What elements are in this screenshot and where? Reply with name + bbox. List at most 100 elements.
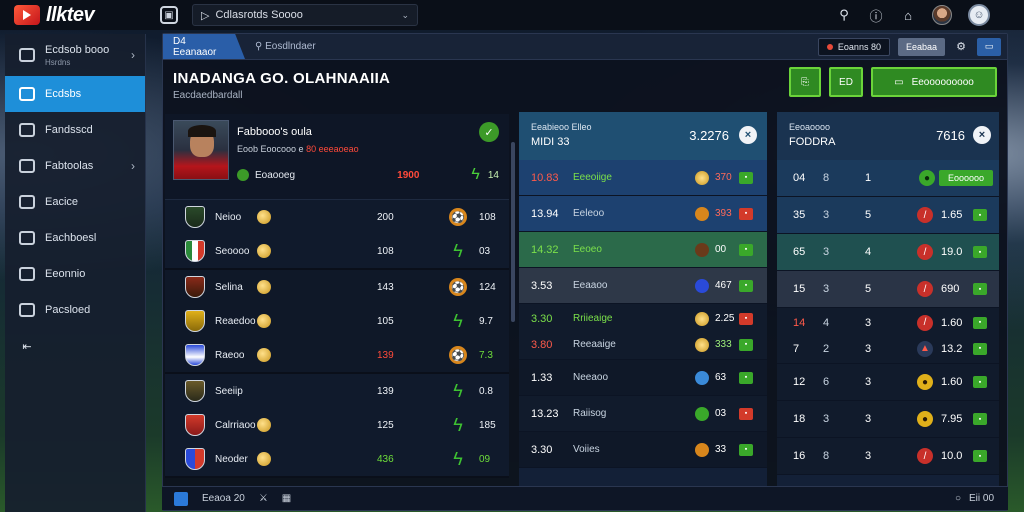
ball-icon bbox=[695, 442, 709, 457]
row-value2: 185 bbox=[479, 419, 496, 431]
sidebar-item-3[interactable]: Fabtoolas › bbox=[5, 148, 145, 184]
odds-label: Eeoeo bbox=[573, 244, 602, 255]
chip-icon: ▪ bbox=[739, 407, 753, 420]
stats-panel: Eeoaoooo FODDRA 7616 × 04 8 1 ● Eoooooo … bbox=[777, 112, 999, 488]
close-icon[interactable]: × bbox=[973, 126, 991, 144]
scrollbar[interactable] bbox=[511, 142, 515, 322]
club-crest-icon bbox=[185, 448, 205, 470]
live-pill[interactable]: Eoanns 80 bbox=[817, 37, 890, 56]
odds-row[interactable]: 3.30 Voiies 33 ▪ bbox=[519, 432, 767, 468]
list-item[interactable]: Seoooo 108 ϟ 03 bbox=[165, 234, 509, 268]
slash-icon: / bbox=[917, 244, 933, 260]
featured-name: Fabbooo's oula bbox=[237, 126, 312, 138]
list-item[interactable]: Neoder 436 ϟ 09 bbox=[165, 442, 509, 476]
list-item[interactable]: Seeiip 139 ϟ 0.8 bbox=[165, 374, 509, 408]
stats-subrow[interactable]: 7 2 3 ▲ 13.2 ▪ bbox=[777, 339, 999, 359]
chip-icon: ▪ bbox=[973, 316, 987, 329]
odds-stat: 370 bbox=[715, 172, 732, 183]
close-icon[interactable]: × bbox=[739, 126, 757, 144]
stats-row[interactable]: 35 3 5 / 1.65 ▪ bbox=[777, 197, 999, 234]
wide-action-button[interactable]: ▭ Eeooooooooo bbox=[871, 67, 997, 97]
stat-c: 3 bbox=[865, 450, 872, 462]
odds-row[interactable]: 3.53 Eeaaoo 467 ▪ bbox=[519, 268, 767, 304]
featured-player[interactable]: Fabbooo's oula Eoob Eoocooo e 80 eeeaoea… bbox=[165, 114, 509, 200]
odds-header-label: Eeabieoo Elleo bbox=[531, 122, 592, 132]
stat-value: 10.0 bbox=[941, 450, 963, 462]
sidebar-item-4[interactable]: Eacice bbox=[5, 184, 145, 220]
stat-b: 4 bbox=[823, 316, 830, 329]
ball-icon bbox=[695, 242, 709, 257]
stats-row[interactable]: 18 3 3 ● 7.95 ▪ bbox=[777, 401, 999, 438]
circle-icon[interactable]: ○ bbox=[954, 493, 961, 504]
breadcrumb-tab-active[interactable]: D4 Eeanaaor bbox=[163, 34, 245, 59]
ed-button[interactable]: ED bbox=[829, 67, 863, 97]
odds-label: Eeaaoo bbox=[573, 280, 608, 291]
odds-row[interactable]: 10.83 Eeeoiige 370 ▪ bbox=[519, 160, 767, 196]
stat-chip: Eoooooo bbox=[939, 170, 993, 186]
chevron-down-icon[interactable]: ⌄ bbox=[401, 9, 409, 20]
profile-icon[interactable]: ☺ bbox=[968, 4, 990, 26]
coin-icon bbox=[695, 311, 709, 326]
stats-subrow[interactable]: 14 4 3 / 1.60 ▪ bbox=[777, 313, 999, 333]
list-item[interactable]: Calrriaoo 125 ϟ 185 bbox=[165, 408, 509, 442]
settings-icon[interactable]: ⚙ bbox=[956, 41, 966, 53]
sidebar-item-label: Ecdsob booo bbox=[45, 43, 110, 56]
list-item[interactable]: Raeoo 139 ⚽ 7.3 bbox=[165, 338, 509, 372]
footer-right-label: Eii 00 bbox=[968, 493, 994, 504]
stats-row[interactable]: 12 6 3 ● 1.60 ▪ bbox=[777, 364, 999, 401]
odds-row[interactable]: 13.94 Eeleoo 393 ▪ bbox=[519, 196, 767, 232]
sidebar-item-label: Fandsscd bbox=[45, 124, 93, 136]
sidebar-item-extra[interactable]: ⇤ bbox=[5, 328, 145, 364]
stats-row-double[interactable]: 14 4 3 / 1.60 ▪ 7 2 3 ▲ 13.2 ▪ bbox=[777, 308, 999, 364]
user-avatar[interactable] bbox=[932, 5, 952, 25]
stat-c: 1 bbox=[865, 172, 872, 184]
chip-icon: ▪ bbox=[739, 171, 753, 184]
play-small-icon: ▷ bbox=[201, 9, 210, 22]
app-icon[interactable] bbox=[174, 491, 188, 506]
breadcrumb-second[interactable]: ⚲ Eosdlndaer bbox=[255, 41, 316, 52]
row-name: Seoooo bbox=[215, 245, 250, 257]
search-icon[interactable]: ⚲ bbox=[839, 7, 849, 22]
share-button[interactable]: ⎘ bbox=[789, 67, 821, 97]
grid-icon[interactable]: ▦ bbox=[281, 493, 292, 504]
check-icon[interactable]: ✓ bbox=[479, 122, 499, 142]
filter-pill[interactable]: Eeabaa bbox=[897, 37, 945, 56]
coin-icon bbox=[257, 452, 271, 466]
status-dot-icon bbox=[237, 169, 249, 181]
sidebar-item-6[interactable]: Eeonnio bbox=[5, 256, 145, 292]
odds-row[interactable]: 13.23 Raiisog 03 ▪ bbox=[519, 396, 767, 432]
sidebar-item-0[interactable]: Ecdsob booo Hsrdns › bbox=[5, 34, 145, 76]
stats-row[interactable]: 16 8 3 / 10.0 ▪ bbox=[777, 438, 999, 475]
bolt-icon: ϟ bbox=[453, 380, 463, 401]
gamepad-icon[interactable]: ▣ bbox=[160, 6, 178, 24]
app-logo[interactable]: llktev bbox=[0, 4, 160, 27]
stat-a: 04 bbox=[793, 172, 806, 184]
ball-icon: ⚽ bbox=[449, 278, 467, 296]
sword-icon[interactable]: ⚔ bbox=[258, 493, 268, 504]
sidebar-item-7[interactable]: Pacsloed bbox=[5, 292, 145, 328]
sidebar-item-5[interactable]: Eachboesl bbox=[5, 220, 145, 256]
odds-row[interactable]: 1.33 Neeaoo 63 ▪ bbox=[519, 360, 767, 396]
slash-icon: / bbox=[917, 207, 933, 223]
club-crest-icon bbox=[185, 276, 205, 298]
list-item[interactable]: Reaedoo 105 ϟ 9.7 bbox=[165, 304, 509, 338]
list-item[interactable]: Selina 143 ⚽ 124 bbox=[165, 270, 509, 304]
page-title: INADANGA GO. OLAHNAAIIA bbox=[173, 70, 391, 87]
sidebar-item-2[interactable]: Fandsscd bbox=[5, 112, 145, 148]
clipboard-icon[interactable]: ⌂ bbox=[904, 7, 912, 23]
window-icon[interactable]: ▭ bbox=[977, 37, 1001, 56]
odds-subrow[interactable]: 3.80 Reeaaige 333 ▪ bbox=[519, 335, 767, 355]
odds-row[interactable]: 14.32 Eeoeo 00 ▪ bbox=[519, 232, 767, 268]
stats-row[interactable]: 04 8 1 ● Eoooooo bbox=[777, 160, 999, 197]
search-input[interactable]: ▷ Cdlasrotds Soooo ⌄ bbox=[192, 4, 418, 26]
odds-subrow[interactable]: 3.30 Rriieaige 2.25 ▪ bbox=[519, 309, 767, 329]
stats-row[interactable]: 65 3 4 / 19.0 ▪ bbox=[777, 234, 999, 271]
info-icon[interactable]: ⓘ bbox=[869, 8, 883, 24]
stat-b: 3 bbox=[823, 209, 830, 221]
list-item[interactable]: Neioo 200 ⚽ 108 bbox=[165, 200, 509, 234]
sidebar-item-1[interactable]: Ecdsbs bbox=[5, 76, 145, 112]
chip-icon: ▪ bbox=[739, 243, 753, 256]
odds-stat: 2.25 bbox=[715, 313, 735, 324]
odds-row-double[interactable]: 3.30 Rriieaige 2.25 ▪ 3.80 Reeaaige 333 … bbox=[519, 304, 767, 360]
stats-row[interactable]: 15 3 5 / 690 ▪ bbox=[777, 271, 999, 308]
